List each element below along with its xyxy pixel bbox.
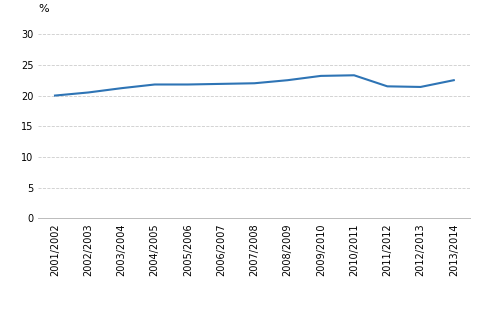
Text: %: % [38, 4, 49, 14]
